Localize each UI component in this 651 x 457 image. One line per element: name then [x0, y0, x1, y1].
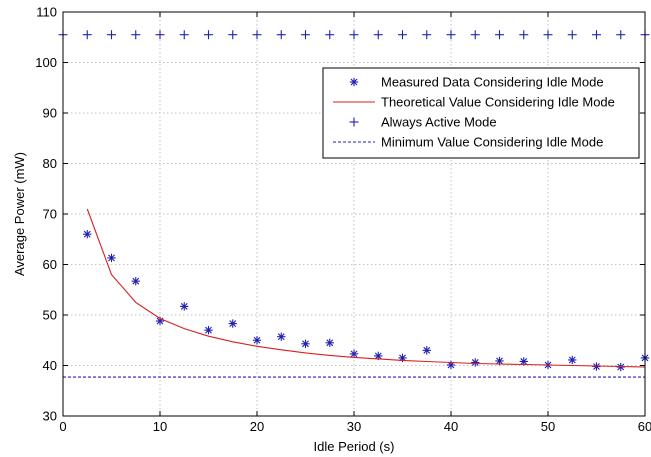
data-point	[373, 30, 383, 40]
data-point	[204, 30, 213, 40]
legend-label: Always Active Mode	[381, 115, 497, 130]
data-point	[398, 30, 407, 40]
x-tick-label: 50	[541, 419, 555, 434]
legend-box	[322, 67, 640, 159]
data-point	[349, 30, 359, 40]
star-stroke	[302, 340, 309, 348]
y-axis-label: Average Power (mW)	[12, 152, 27, 276]
x-axis-label: Idle Period (s)	[314, 439, 395, 454]
data-point	[325, 30, 335, 40]
data-point	[277, 332, 286, 341]
data-point	[495, 30, 504, 40]
data-point	[179, 30, 189, 40]
star-stroke	[350, 350, 358, 358]
x-tick-label: 30	[347, 419, 361, 434]
data-point	[349, 349, 359, 359]
data-point	[470, 30, 480, 40]
x-tick-label: 40	[444, 419, 458, 434]
star-stroke	[132, 277, 140, 285]
star-stroke	[83, 230, 91, 238]
data-point	[204, 325, 213, 335]
series-line	[86, 208, 646, 368]
data-point	[325, 338, 334, 347]
data-point	[228, 30, 238, 40]
series-layer	[58, 30, 650, 378]
legend-label: Theoretical Value Considering Idle Mode	[381, 95, 615, 110]
data-point	[422, 30, 432, 40]
legend-swatch	[349, 77, 359, 87]
data-point	[422, 346, 431, 355]
star-stroke	[350, 78, 358, 86]
star-stroke	[496, 357, 503, 365]
x-tick-label: 60	[638, 419, 651, 434]
data-point	[446, 30, 456, 40]
data-point	[107, 30, 116, 40]
star-stroke	[423, 346, 431, 354]
star-stroke	[229, 320, 237, 327]
star-stroke	[471, 359, 479, 366]
legend-swatch	[349, 117, 359, 127]
data-point	[180, 302, 189, 311]
star-stroke	[108, 254, 115, 262]
x-tick-label: 10	[153, 419, 167, 434]
data-point	[82, 30, 92, 40]
y-tick-label: 30	[43, 409, 57, 424]
x-tick-label: 0	[59, 419, 66, 434]
data-point	[83, 230, 92, 239]
star-stroke	[326, 339, 334, 347]
y-tick-label: 40	[43, 358, 57, 373]
data-point	[301, 30, 310, 40]
y-tick-label: 50	[43, 308, 57, 323]
y-tick-label: 90	[43, 106, 57, 121]
star-stroke	[180, 303, 188, 310]
x-tick-label: 20	[250, 419, 264, 434]
data-point	[471, 358, 480, 367]
data-point	[543, 30, 553, 40]
star-stroke	[277, 333, 285, 341]
data-point	[155, 30, 165, 40]
legend-label: Measured Data Considering Idle Mode	[381, 75, 604, 90]
y-tick-label: 100	[35, 55, 57, 70]
data-point	[567, 30, 577, 40]
star-stroke	[374, 352, 382, 360]
data-point	[592, 30, 601, 40]
data-point	[252, 30, 262, 40]
data-point	[131, 30, 141, 40]
data-point	[276, 30, 286, 40]
y-tick-label: 70	[43, 207, 57, 222]
star-stroke	[520, 358, 528, 365]
data-point	[131, 276, 140, 286]
star-stroke	[568, 356, 576, 364]
series-1	[86, 208, 646, 368]
data-point	[228, 319, 237, 328]
y-tick-label: 60	[43, 257, 57, 272]
star-stroke	[205, 326, 212, 334]
data-point	[519, 30, 529, 40]
data-point	[301, 339, 310, 348]
legend: Measured Data Considering Idle Mode Theor…	[322, 67, 640, 159]
data-point	[252, 336, 262, 345]
y-tick-label: 80	[43, 156, 57, 171]
star-stroke	[253, 336, 261, 344]
y-tick-label: 110	[36, 5, 57, 20]
data-point	[107, 253, 116, 263]
ticks: 0 10 20 30 40 50 60 30 40 50 60 70 80 90 100 110	[35, 5, 651, 435]
data-point	[616, 30, 626, 40]
series-2	[58, 30, 650, 40]
data-point	[568, 355, 577, 365]
legend-label: Minimum Value Considering Idle Mode	[381, 135, 603, 150]
